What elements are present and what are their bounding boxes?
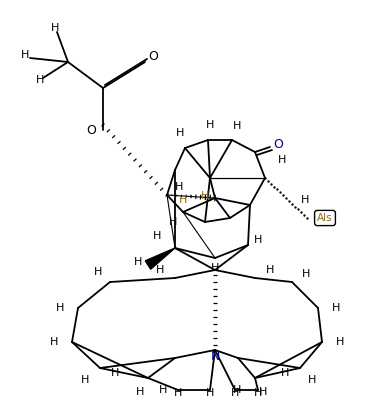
Text: H: H xyxy=(302,269,310,279)
Text: H: H xyxy=(211,263,219,273)
Text: H: H xyxy=(176,128,184,138)
Text: H: H xyxy=(332,303,340,313)
Text: H: H xyxy=(94,267,102,277)
Text: H: H xyxy=(51,23,59,33)
Text: H: H xyxy=(136,387,144,397)
Text: Als: Als xyxy=(317,213,333,223)
Text: H: H xyxy=(233,121,241,131)
Text: H: H xyxy=(111,368,119,378)
Polygon shape xyxy=(145,248,175,269)
Text: H: H xyxy=(169,217,177,227)
Text: H: H xyxy=(50,337,58,347)
Text: H: H xyxy=(36,75,44,85)
Text: H: H xyxy=(201,191,209,201)
Text: H: H xyxy=(206,388,214,398)
Text: H: H xyxy=(159,385,167,395)
Text: N: N xyxy=(210,350,220,363)
Text: H: H xyxy=(134,257,142,267)
Text: O: O xyxy=(273,138,283,151)
Text: H: H xyxy=(206,120,214,130)
Text: H: H xyxy=(301,195,309,205)
Text: H: H xyxy=(254,235,262,245)
Text: O: O xyxy=(86,123,96,136)
Text: H: H xyxy=(174,388,182,398)
Text: H: H xyxy=(231,388,239,398)
Text: H: H xyxy=(278,155,286,165)
Text: H: H xyxy=(308,375,316,385)
Text: H: H xyxy=(153,231,161,241)
Text: H: H xyxy=(254,388,262,398)
Text: H: H xyxy=(175,182,183,192)
Text: H: H xyxy=(21,50,29,60)
Text: H: H xyxy=(233,385,241,395)
Text: H: H xyxy=(56,303,64,313)
Text: H: H xyxy=(156,265,164,275)
Text: H: H xyxy=(281,368,289,378)
Text: H: H xyxy=(266,265,274,275)
Text: H: H xyxy=(81,375,89,385)
Text: H: H xyxy=(336,337,344,347)
Text: H: H xyxy=(179,195,187,205)
Text: H: H xyxy=(259,387,267,397)
Text: O: O xyxy=(148,50,158,63)
